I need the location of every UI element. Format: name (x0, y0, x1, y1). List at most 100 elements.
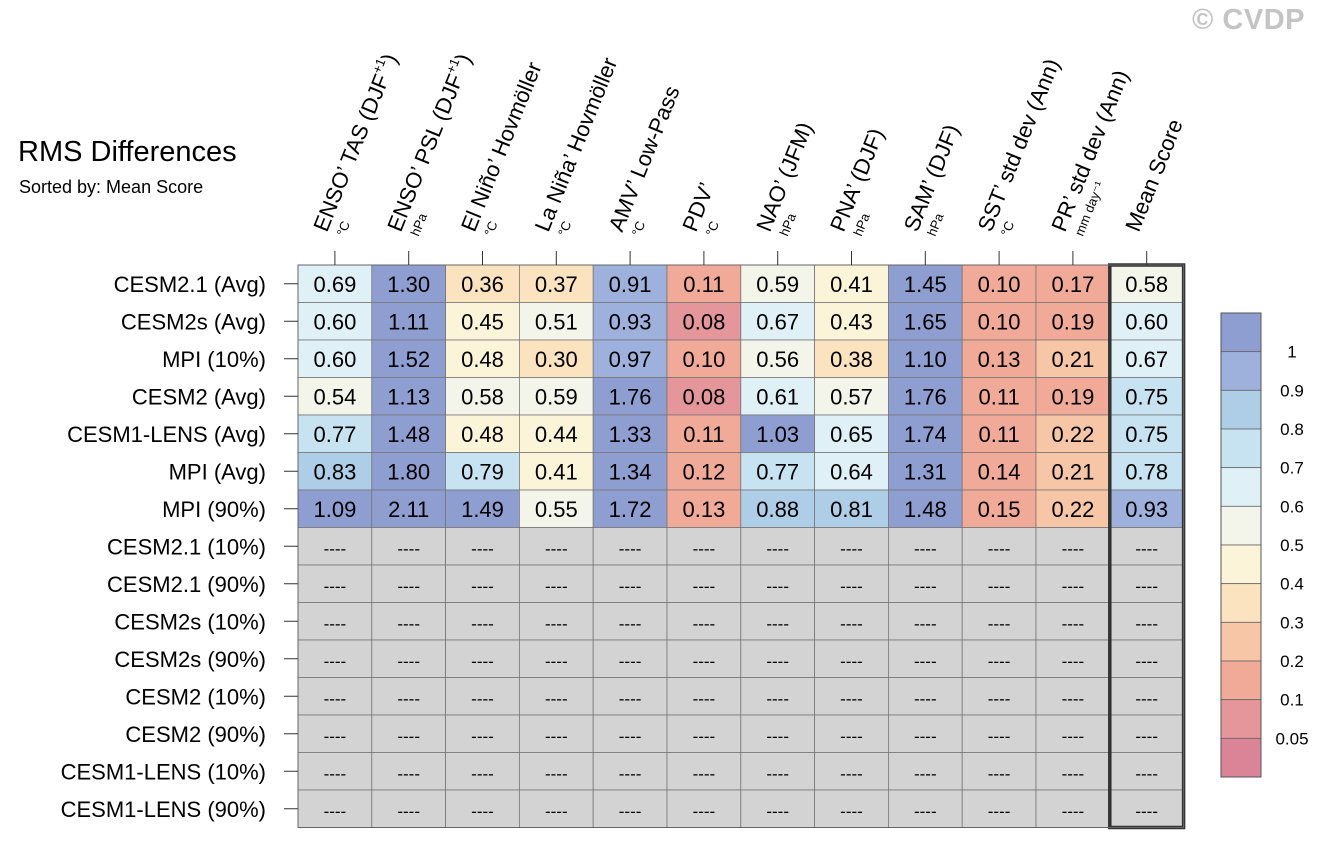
heatmap-cell (740, 302, 815, 341)
cell-value-label: 0.41 (830, 272, 873, 297)
cell-value-label: ---- (1062, 802, 1085, 821)
heatmap-cell (888, 339, 963, 378)
cell-value-label: 0.13 (978, 347, 1021, 372)
watermark: © CVDP (1192, 4, 1305, 36)
heatmap-cell (666, 339, 742, 378)
heatmap-cell (592, 452, 668, 491)
cell-value-label: 1.48 (387, 422, 430, 447)
heatmap-cell (519, 414, 594, 453)
cell-value-label: ---- (1062, 614, 1085, 633)
cell-value-label: ---- (545, 539, 568, 558)
heatmap-cell (519, 452, 594, 491)
cell-value-label: ---- (1062, 652, 1085, 671)
column-unit-label: °C (629, 219, 648, 238)
cell-value-label: ---- (545, 764, 568, 783)
heatmap-cell (666, 377, 742, 416)
cell-value-label: ---- (397, 727, 420, 746)
cell-value-label: 0.15 (978, 497, 1021, 522)
heatmap-cell (592, 714, 668, 753)
cell-value-label: 0.69 (313, 272, 356, 297)
colorbar-segment (1220, 505, 1262, 546)
heatmap-cell (666, 489, 742, 528)
cell-value-label: 0.79 (461, 459, 504, 484)
colorbar-tick-label: 0.05 (1275, 729, 1308, 748)
heatmap-cell (666, 639, 742, 678)
row-label: CESM2s (Avg) (121, 309, 266, 334)
column-header: PDV’°C (677, 179, 722, 238)
cell-value-label: 0.11 (683, 422, 724, 447)
cell-value-label: 0.21 (1051, 347, 1094, 372)
colorbar-segment (1220, 389, 1262, 430)
cell-value-label: ---- (1135, 764, 1158, 783)
cell-value-label: ---- (840, 577, 863, 596)
cell-value-label: ---- (840, 727, 863, 746)
cell-value-label: ---- (324, 614, 347, 633)
heatmap-cell (297, 377, 373, 416)
heatmap-cell (592, 789, 668, 828)
heatmap-cell (1035, 489, 1111, 528)
cell-value-label: 0.60 (313, 309, 356, 334)
heatmap-cell (297, 714, 373, 753)
column-header: PNA’ (DJF)hPa (825, 125, 889, 238)
cell-value-label: ---- (766, 689, 789, 708)
colorbar-segment (1220, 467, 1262, 507)
cell-value-label: ---- (471, 577, 494, 596)
colorbar-tick-label: 0.7 (1280, 459, 1304, 478)
column-unit-label: °C (481, 219, 500, 238)
cell-value-label: ---- (1135, 689, 1158, 708)
heatmap-cell (445, 789, 520, 828)
cell-value-label: 0.41 (535, 459, 578, 484)
cell-value-label: 0.77 (313, 422, 356, 447)
heatmap-cell (814, 602, 889, 641)
column-unit-label: °C (998, 219, 1017, 238)
cell-value-label: ---- (1135, 577, 1158, 596)
column-label: ENSO’ TAS (DJF+1) (307, 49, 403, 235)
heatmap-cell (740, 639, 815, 678)
cell-value-label: ---- (397, 764, 420, 783)
cell-value-label: ---- (324, 577, 347, 596)
column-header: SAM’ (DJF)hPa (899, 121, 964, 238)
cell-value-label: 0.59 (535, 384, 578, 409)
heatmap-cell (961, 489, 1037, 528)
heatmap-cell (888, 527, 963, 566)
heatmap-cell (371, 452, 446, 491)
cell-value-label: ---- (397, 689, 420, 708)
cell-value-label: 0.65 (830, 422, 873, 447)
colorbar-segment (1220, 312, 1262, 353)
row-label: CESM2 (90%) (125, 722, 266, 747)
cell-value-label: 1.09 (313, 497, 356, 522)
heatmap-cell (519, 752, 594, 791)
row-label: CESM2.1 (Avg) (114, 272, 266, 297)
heatmap-cell (888, 639, 963, 678)
heatmap-cell (961, 339, 1037, 378)
heatmap-cell (1035, 414, 1111, 453)
cell-value-label: 0.81 (830, 497, 873, 522)
cell-value-label: ---- (693, 614, 716, 633)
heatmap-cell (740, 602, 815, 641)
cell-value-label: 0.58 (1125, 272, 1168, 297)
heatmap-cell (888, 452, 963, 491)
cell-value-label: 0.14 (978, 459, 1021, 484)
heatmap-cell (814, 677, 889, 716)
heatmap-cell (961, 602, 1037, 641)
cell-value-label: ---- (766, 652, 789, 671)
cell-value-label: ---- (471, 727, 494, 746)
heatmap-cell (371, 264, 446, 303)
colorbar-segment (1220, 660, 1262, 701)
cell-value-label: 0.61 (756, 384, 799, 409)
heatmap-cell (592, 414, 668, 453)
heatmap-cell (592, 564, 668, 603)
heatmap-cell (297, 414, 373, 453)
row-label: CESM1-LENS (90%) (61, 797, 266, 822)
heatmap-cell (1109, 339, 1185, 378)
cell-value-label: ---- (619, 652, 642, 671)
heatmap-cell (1109, 489, 1185, 528)
heatmap-cell (888, 489, 963, 528)
heatmap-cell (814, 789, 889, 828)
heatmap-cell (740, 714, 815, 753)
row-label: CESM1-LENS (10%) (61, 759, 266, 784)
row-label: CESM1-LENS (Avg) (67, 422, 266, 447)
cell-value-label: 0.60 (313, 347, 356, 372)
heatmap-cell (1035, 789, 1111, 828)
heatmap-cell (666, 564, 742, 603)
